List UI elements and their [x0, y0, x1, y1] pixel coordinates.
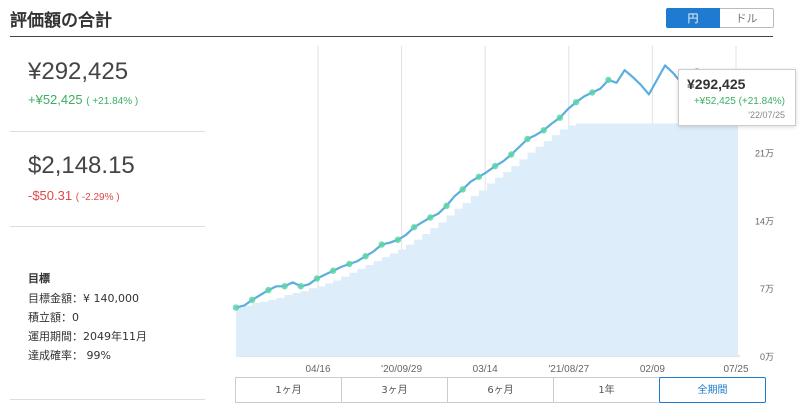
- deposit-dot: [281, 283, 288, 290]
- usd-change-pct: ( -2.29% ): [75, 192, 120, 203]
- y-tick-label: 7万: [760, 284, 774, 294]
- jpy-change-amount: +¥52,425: [28, 92, 83, 107]
- usd-change: -$50.31 ( -2.29% ): [28, 188, 120, 203]
- x-tick-label: 07/25: [723, 364, 748, 375]
- tooltip-value: ¥292,425: [687, 76, 746, 92]
- deposit-dot: [459, 186, 466, 193]
- left-bottom-divider: [10, 399, 205, 400]
- deposit-dot: [556, 114, 564, 121]
- deposit-dot: [394, 236, 402, 243]
- yen-toggle-button[interactable]: 円: [666, 8, 720, 28]
- x-tick-label: 03/14: [473, 364, 498, 375]
- deposit-dot: [589, 89, 596, 96]
- jpy-change: +¥52,425 ( +21.84% ): [28, 92, 138, 107]
- deposit-dot: [524, 135, 531, 143]
- range-3m-button[interactable]: 3ヶ月: [341, 377, 448, 403]
- goal-title: 目標: [28, 272, 50, 285]
- deposit-dot: [313, 275, 321, 282]
- deposit-dot: [605, 76, 612, 84]
- chart-tooltip: ¥292,425 +¥52,425 (+21.84%) '22/07/25: [678, 69, 796, 126]
- header-divider: [10, 36, 773, 37]
- range-6m-button[interactable]: 6ヶ月: [447, 377, 554, 403]
- deposit-dot: [248, 296, 256, 304]
- deposit-dot: [329, 267, 337, 274]
- deposit-dot: [232, 304, 240, 311]
- deposit-dot: [346, 260, 353, 268]
- goal-period: 運用期間：2049年11月: [28, 330, 147, 343]
- deposit-dot: [540, 127, 547, 134]
- goal-probability: 達成確率： 99%: [28, 349, 111, 362]
- range-1m-button[interactable]: 1ヶ月: [235, 377, 342, 403]
- jpy-change-pct: ( +21.84% ): [86, 96, 139, 107]
- currency-toggle: 円 ドル: [666, 8, 774, 28]
- y-tick-label: 0万: [760, 352, 774, 362]
- deposit-dot: [475, 173, 483, 180]
- range-1y-button[interactable]: 1年: [553, 377, 660, 403]
- deposit-dot: [491, 162, 499, 170]
- tooltip-change: +¥52,425 (+21.84%): [693, 96, 785, 107]
- jpy-value: ¥292,425: [28, 58, 129, 85]
- x-tick-label: 02/09: [640, 364, 665, 375]
- summary-divider: [10, 226, 205, 227]
- x-tick-label: '20/09/29: [381, 364, 422, 375]
- goal-amount: 目標金額：¥ 140,000: [28, 292, 139, 305]
- x-tick-label: '21/08/27: [548, 364, 589, 375]
- deposit-dot: [362, 253, 369, 260]
- deposit-dot: [265, 286, 272, 294]
- usd-value: $2,148.15: [28, 152, 135, 179]
- deposit-dot: [427, 214, 434, 221]
- summary-divider: [10, 131, 205, 132]
- tooltip-date: '22/07/25: [748, 110, 785, 120]
- usd-change-amount: -$50.31: [28, 188, 73, 203]
- deposit-dot: [443, 202, 450, 210]
- goal-contribution: 積立額：0: [28, 311, 79, 324]
- deposit-dot: [572, 98, 580, 106]
- deposit-dot: [508, 151, 515, 158]
- principal-area: [236, 123, 738, 356]
- y-tick-label: 14万: [755, 216, 774, 226]
- y-tick-label: 21万: [755, 149, 774, 159]
- range-selector: 1ヶ月 3ヶ月 6ヶ月 1年 全期間: [235, 377, 766, 403]
- usd-toggle-button[interactable]: ドル: [720, 8, 774, 28]
- range-all-button[interactable]: 全期間: [659, 377, 766, 403]
- deposit-dot: [297, 283, 304, 290]
- page-title: 評価額の合計: [10, 11, 112, 31]
- deposit-dot: [410, 223, 418, 231]
- deposit-dot: [378, 241, 385, 248]
- x-tick-label: 04/16: [305, 364, 330, 375]
